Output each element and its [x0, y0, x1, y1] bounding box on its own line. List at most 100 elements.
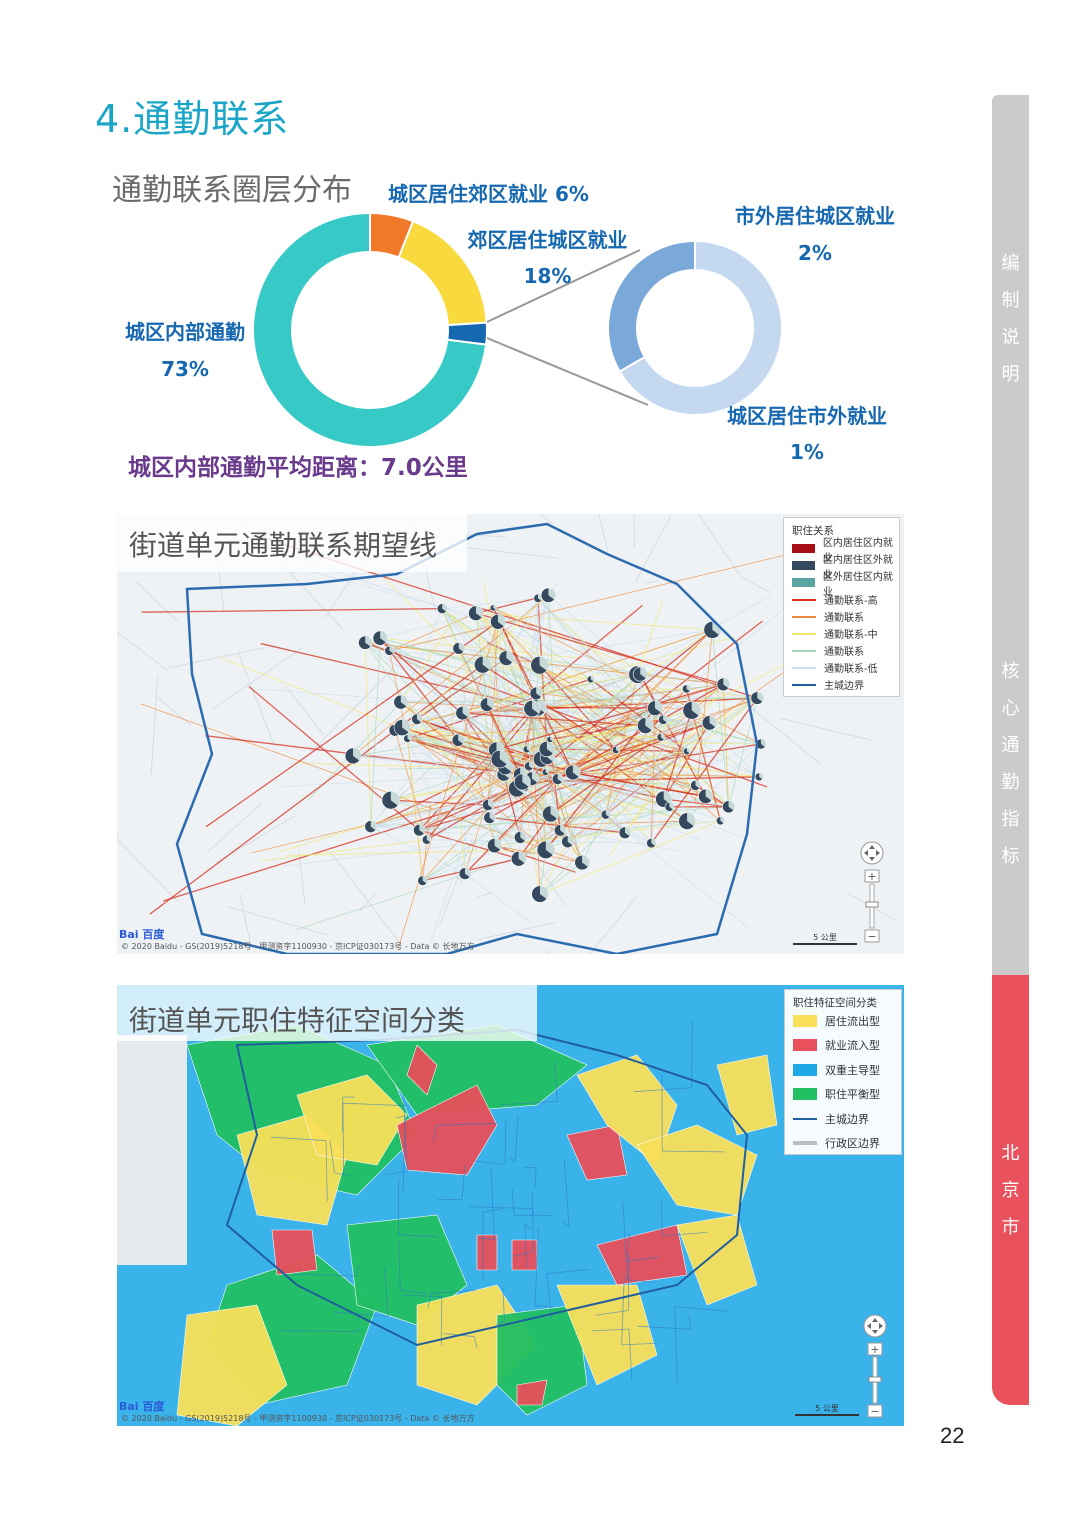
legend-item: 通勤联系-高 — [792, 591, 878, 608]
legend-item: 居住流出型 — [793, 1012, 880, 1029]
map1-legend: 职住关系 区内居住区内就业 区内居住区外就业 区外居住区内就业 通勤联系-高 通勤联系通… — [783, 517, 900, 697]
region-10 — [676, 1214, 758, 1306]
donut-charts — [252, 211, 783, 448]
legend-label: 区外居住区内就业 — [822, 571, 893, 598]
legend-swatch — [793, 1014, 817, 1027]
legend-swatch — [792, 561, 815, 570]
region-9 — [596, 1224, 688, 1286]
legend-swatch — [792, 683, 816, 686]
region-20 — [511, 1239, 538, 1271]
map1-scale: 5 公里 — [793, 932, 857, 945]
legend-item: 主城边界 — [792, 676, 864, 693]
main-donut — [252, 211, 488, 448]
side-tab-manual[interactable]: 编制说明 — [1001, 253, 1020, 385]
legend-item: 通勤联系 — [792, 642, 864, 659]
legend-item: 通勤联系-低 — [792, 659, 878, 676]
map2-zoom-control[interactable]: + − — [862, 1313, 888, 1421]
region-17 — [516, 1379, 548, 1406]
legend-swatch — [793, 1141, 817, 1145]
map1-pie-nodes — [344, 587, 767, 903]
map2-regions — [176, 1024, 778, 1426]
main-city-boundary — [175, 522, 759, 954]
baidu-logo-2: Bai 百度 — [119, 1400, 165, 1413]
legend-label: 职住平衡型 — [825, 1088, 880, 1101]
label-city-to-out-name: 城区居住市外就业 — [727, 404, 887, 428]
legend-item: 行政区边界 — [793, 1135, 880, 1152]
legend-item: 主城边界 — [793, 1110, 869, 1127]
commute-desire-line-map[interactable]: 街道单元通勤联系期望线 职住关系 区内居住区内就业 区内居住区外就业 区外居住区内就… — [117, 514, 904, 954]
legend-swatch — [793, 1039, 817, 1051]
label-inner-city-name: 城区内部通勤 — [125, 320, 245, 344]
label-suburb-to-city-pct: 18% — [523, 264, 572, 288]
legend-swatch — [793, 1088, 817, 1100]
legend-swatch — [792, 615, 816, 618]
legend-label: 区内居住区外就业 — [822, 554, 893, 581]
label-out-to-city-pct: 2% — [798, 241, 832, 265]
svg-text:+: + — [867, 870, 876, 883]
job-housing-classification-map[interactable]: 街道单元职住特征空间分类 职住特征空间分类 居住流出型就业流入型双重主导型职住平… — [117, 985, 904, 1426]
legend-swatch — [792, 544, 815, 553]
legend-swatch — [792, 666, 816, 669]
legend-swatch — [793, 1063, 817, 1076]
legend-item: 双重主导型 — [793, 1061, 880, 1078]
label-city-to-suburb: 城区居住郊区就业 6% — [388, 182, 589, 206]
legend-item: 通勤联系-中 — [792, 625, 878, 642]
side-tab-active — [992, 975, 1029, 1405]
map1-title: 街道单元通勤联系期望线 — [129, 529, 438, 562]
page-number: 22 — [940, 1423, 965, 1448]
map1-legend-title: 职住关系 — [792, 525, 834, 537]
side-tab-core-indicators[interactable]: 核心通勤指标 — [1001, 661, 1020, 867]
map2-title: 街道单元职住特征空间分类 — [129, 1004, 466, 1037]
baidu-logo: Bai 百度 — [119, 928, 165, 941]
page-title: 4.通勤联系 — [95, 97, 290, 141]
svg-text:−: − — [867, 930, 876, 943]
legend-label: 区内居住区内就业 — [822, 537, 893, 564]
legend-label: 通勤联系-高 — [824, 596, 878, 607]
legend-item: 区内居住区外就业 — [792, 555, 899, 581]
legend-label: 通勤联系 — [824, 647, 864, 658]
legend-label: 主城边界 — [825, 1112, 869, 1126]
legend-swatch — [792, 649, 816, 652]
legend-label: 通勤联系 — [824, 613, 864, 624]
legend-label: 行政区边界 — [825, 1137, 880, 1150]
region-8 — [636, 1124, 758, 1216]
legend-swatch — [793, 1117, 817, 1120]
legend-label: 居住流出型 — [825, 1014, 880, 1028]
legend-label: 主城边界 — [824, 681, 864, 692]
legend-item: 通勤联系 — [792, 608, 864, 625]
legend-item: 职住平衡型 — [793, 1086, 880, 1103]
svg-text:+: + — [870, 1343, 879, 1356]
label-suburb-to-city-name: 郊区居住城区就业 — [467, 228, 628, 252]
region-5 — [406, 1044, 438, 1096]
connector-line-top — [486, 249, 641, 323]
map2-copyright: © 2020 Baidu - GS(2019)5218号 - 甲测资字11009… — [121, 1414, 475, 1423]
legend-swatch — [792, 598, 816, 601]
label-city-to-out-pct: 1% — [790, 440, 824, 464]
avg-commute-distance: 城区内部通勤平均距离：7.0公里 — [128, 455, 468, 481]
legend-item: 就业流入型 — [793, 1037, 880, 1054]
map2-roads — [271, 1021, 728, 1386]
connector-line-bottom — [486, 337, 649, 406]
map2-scale: 5 公里 — [795, 1403, 859, 1416]
region-4 — [396, 1084, 498, 1176]
legend-item: 区内居住区内就业 — [792, 538, 899, 564]
legend-label: 通勤联系-中 — [824, 630, 878, 641]
map1-zoom-control[interactable]: + − — [859, 840, 885, 946]
region-12 — [176, 1304, 288, 1426]
region-6 — [566, 1124, 628, 1181]
legend-swatch — [792, 632, 816, 635]
map2-legend: 职住特征空间分类 居住流出型就业流入型双重主导型职住平衡型主城边界行政区边界 — [784, 989, 902, 1155]
region-19 — [476, 1234, 498, 1271]
side-navigation: 编制说明 核心通勤指标 北京市 — [992, 95, 1029, 1405]
map2-legend-title: 职住特征空间分类 — [793, 997, 877, 1009]
side-tab-beijing[interactable]: 北京市 — [1001, 1143, 1020, 1238]
map1-copyright: © 2020 Baidu - GS(2019)5218号 - 甲测资字11009… — [121, 942, 475, 951]
legend-label: 就业流入型 — [825, 1039, 880, 1052]
region-16 — [556, 1284, 658, 1386]
region-2 — [296, 1074, 408, 1166]
label-out-to-city-name: 市外居住城区就业 — [735, 204, 895, 228]
legend-swatch — [792, 578, 815, 587]
donut-slice-0 — [618, 239, 783, 416]
donut-slice-1 — [607, 239, 696, 373]
region-18 — [271, 1229, 318, 1276]
